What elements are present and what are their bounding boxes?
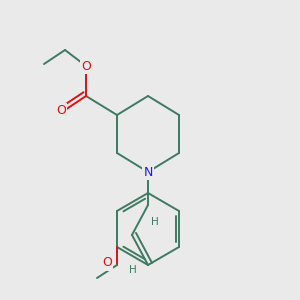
Text: H: H [129,265,137,275]
Text: O: O [81,59,91,73]
Text: O: O [56,103,66,116]
Text: H: H [151,217,159,227]
Text: O: O [102,256,112,269]
Text: N: N [143,166,153,178]
